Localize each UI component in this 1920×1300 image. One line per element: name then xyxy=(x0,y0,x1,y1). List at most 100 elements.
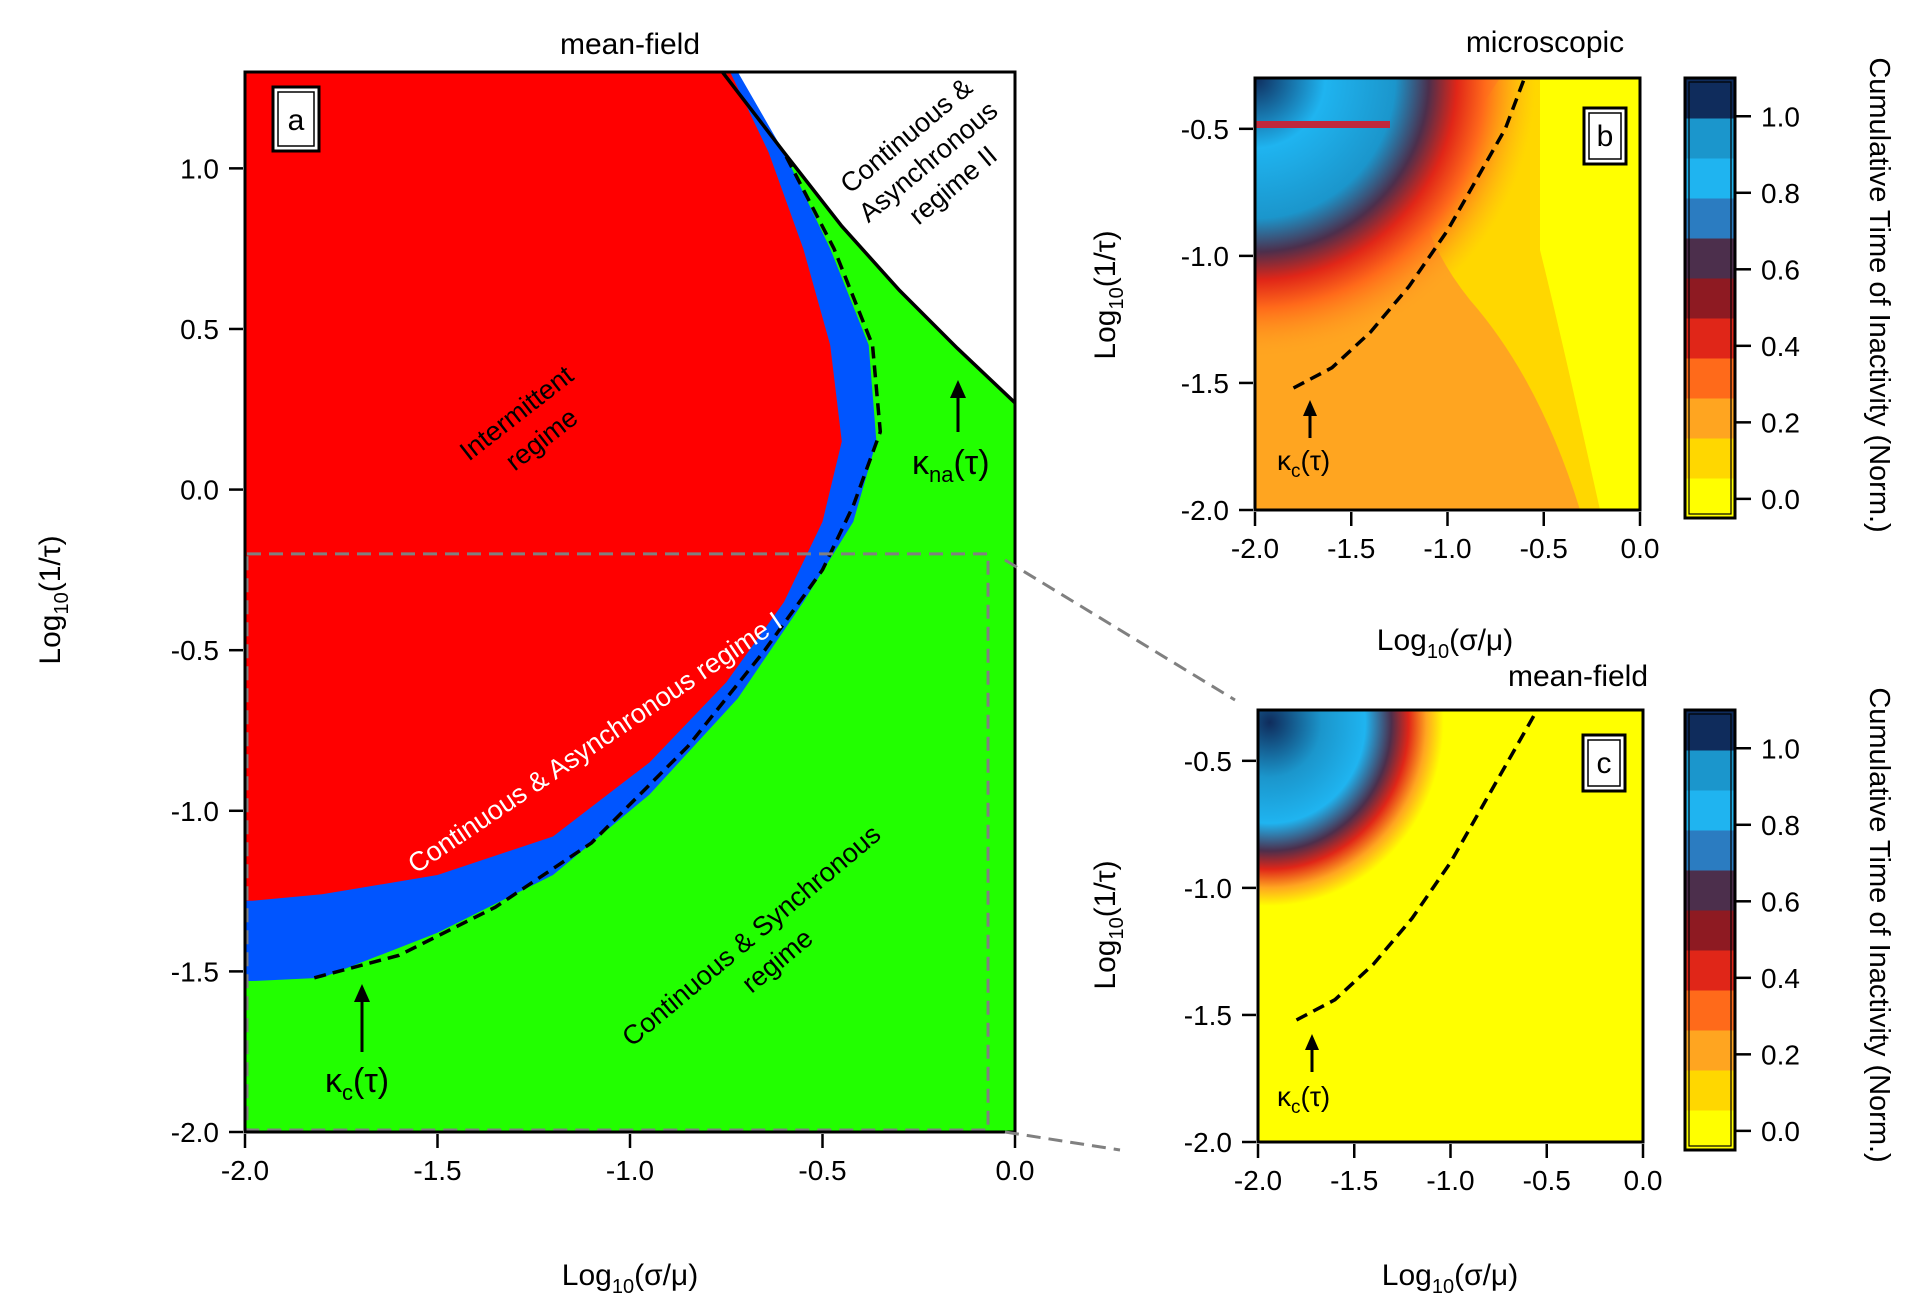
x-tick-label: -1.0 xyxy=(1423,533,1471,564)
panel-b-y-ticks: -0.5 -1.0 -1.5 -2.0 xyxy=(1181,114,1253,526)
colorbar-swatch xyxy=(1685,398,1735,439)
y-tick-label: -2.0 xyxy=(1184,1127,1232,1158)
x-tick-label: -0.5 xyxy=(798,1155,846,1186)
panel-b-letter-box: b xyxy=(1582,106,1628,166)
colorbar-swatch xyxy=(1685,790,1735,831)
colorbar-swatch xyxy=(1685,870,1735,911)
x-tick-label: -1.0 xyxy=(606,1155,654,1186)
panel-c-y-ticks: -0.5 -1.0 -1.5 -2.0 xyxy=(1184,746,1256,1158)
svg-text:κc(τ): κc(τ) xyxy=(1277,1081,1330,1118)
panel-a-ylabel: Log10(1/τ) xyxy=(34,535,73,664)
panel-c-letter-box: c xyxy=(1581,733,1627,793)
colorbar-tick-label: 1.0 xyxy=(1761,733,1800,764)
colorbar-tick-label: 0.0 xyxy=(1761,1116,1800,1147)
y-tick-label: -0.5 xyxy=(1184,746,1232,777)
panel-c-colorbar-label: Cumulative Time of Inactivity (Norm.) xyxy=(1863,687,1895,1162)
y-tick-label: -0.5 xyxy=(171,635,219,666)
x-tick-label: 0.0 xyxy=(1621,533,1660,564)
x-tick-label: -2.0 xyxy=(221,1155,269,1186)
panel-a-frame xyxy=(243,70,1017,1134)
panel-c-colorbar: 1.0 0.8 0.6 0.4 0.2 0.0 xyxy=(1683,708,1800,1152)
colorbar-tick-label: 0.0 xyxy=(1761,484,1800,515)
colorbar-frame xyxy=(1683,76,1737,520)
kappa-na-curve xyxy=(721,72,1015,405)
panel-c: mean-field c -2.0 -1.5 -1.0 -0.5 0.0 -0.5 -1.… xyxy=(1089,660,1895,1298)
colorbar-tick-label: 0.8 xyxy=(1761,810,1800,841)
panel-b-ylabel: Log10(1/τ) xyxy=(1089,230,1128,359)
svg-text:κna(τ): κna(τ) xyxy=(912,444,990,487)
intermittent-regime-region xyxy=(245,72,842,901)
panel-b-blob xyxy=(1255,78,1585,408)
colorbar-swatch xyxy=(1685,78,1735,119)
x-tick-label: -2.0 xyxy=(1231,533,1279,564)
panel-a-xlabel: Log10(σ/μ) xyxy=(562,1259,698,1298)
y-tick-label: -1.0 xyxy=(1184,873,1232,904)
y-tick-label: -1.5 xyxy=(1184,1000,1232,1031)
colorbar-swatch xyxy=(1685,158,1735,199)
y-tick-label: -1.5 xyxy=(1181,368,1229,399)
panel-b-stripe xyxy=(1255,121,1390,128)
colorbar-swatch xyxy=(1685,950,1735,991)
y-tick-label: -1.0 xyxy=(171,796,219,827)
x-tick-label: 0.0 xyxy=(1624,1165,1663,1196)
panel-b-colorbar-label: Cumulative Time of Inactivity (Norm.) xyxy=(1863,57,1895,532)
kappa-c-curve xyxy=(313,151,883,980)
colorbar-frame xyxy=(1683,708,1737,1152)
colorbar-tick-label: 0.2 xyxy=(1761,1039,1800,1070)
panel-c-title: mean-field xyxy=(1508,660,1648,693)
x-tick-label: -2.0 xyxy=(1234,1165,1282,1196)
panel-b-colorbar: 1.0 0.8 0.6 0.4 0.2 0.0 xyxy=(1683,76,1800,520)
panel-c-kappa-c-annotation: κc(τ) xyxy=(1277,1034,1330,1118)
panel-b-xlabel: Log10(σ/μ) xyxy=(1377,624,1513,663)
panel-b-kappa-c-annotation: κc(τ) xyxy=(1277,400,1330,482)
colorbar-swatch xyxy=(1685,318,1735,359)
colorbar-swatch xyxy=(1685,198,1735,239)
x-tick-label: -1.5 xyxy=(413,1155,461,1186)
svg-text:b: b xyxy=(1597,120,1614,153)
colorbar-swatch xyxy=(1685,750,1735,791)
colorbar-swatch xyxy=(1685,358,1735,399)
panel-b-x-ticks: -2.0 -1.5 -1.0 -0.5 0.0 xyxy=(1231,512,1660,564)
panel-a: mean-field -2.0 -1.5 -1.0 -0.5 0.0 1.0 0.5 0.0… xyxy=(34,28,1034,1298)
x-tick-label: 0.0 xyxy=(996,1155,1035,1186)
panel-c-x-ticks: -2.0 -1.5 -1.0 -0.5 0.0 xyxy=(1234,1144,1663,1196)
colorbar-swatch xyxy=(1685,438,1735,479)
svg-text:c: c xyxy=(1597,747,1612,780)
x-tick-label: -1.5 xyxy=(1330,1165,1378,1196)
zoom-connector-bottom xyxy=(1004,1130,1121,1152)
colorbar-swatch xyxy=(1685,990,1735,1031)
colorbar-tick-label: 0.6 xyxy=(1761,254,1800,285)
kappa-c-annotation: κc(τ) xyxy=(325,984,389,1105)
colorbar-swatch xyxy=(1685,910,1735,951)
y-tick-label: 0.0 xyxy=(180,475,219,506)
colorbar-tick-label: 0.8 xyxy=(1761,178,1800,209)
panel-c-ylabel: Log10(1/τ) xyxy=(1089,860,1128,989)
panel-c-kappa-c-curve xyxy=(1295,710,1539,1022)
colorbar-tick-label: 0.4 xyxy=(1761,331,1800,362)
x-tick-label: -1.5 xyxy=(1327,533,1375,564)
y-tick-label: -0.5 xyxy=(1181,114,1229,145)
colorbar-swatch xyxy=(1685,118,1735,159)
svg-text:κc(τ): κc(τ) xyxy=(1277,445,1330,482)
colorbar-swatch xyxy=(1685,1110,1735,1151)
panel-b-title: microscopic xyxy=(1466,26,1624,59)
kappa-na-annotation: κna(τ) xyxy=(912,380,990,487)
colorbar-swatch xyxy=(1685,238,1735,279)
panel-c-blob xyxy=(1258,710,1490,955)
svg-text:κc(τ): κc(τ) xyxy=(325,1062,389,1105)
panel-a-letter-box: a xyxy=(271,85,321,153)
y-tick-label: 1.0 xyxy=(180,153,219,184)
colorbar-swatch xyxy=(1685,830,1735,871)
x-tick-label: -0.5 xyxy=(1520,533,1568,564)
y-tick-label: 0.5 xyxy=(180,314,219,345)
panel-a-y-ticks: 1.0 0.5 0.0 -0.5 -1.0 -1.5 -2.0 xyxy=(171,153,243,1148)
panel-a-title: mean-field xyxy=(560,28,700,61)
panel-c-xlabel: Log10(σ/μ) xyxy=(1382,1259,1518,1298)
panel-a-x-ticks: -2.0 -1.5 -1.0 -0.5 0.0 xyxy=(221,1134,1035,1186)
colorbar-swatch xyxy=(1685,1070,1735,1111)
panel-b-frame xyxy=(1253,76,1642,512)
x-tick-label: -0.5 xyxy=(1523,1165,1571,1196)
y-tick-label: -2.0 xyxy=(1181,495,1229,526)
x-tick-label: -1.0 xyxy=(1426,1165,1474,1196)
